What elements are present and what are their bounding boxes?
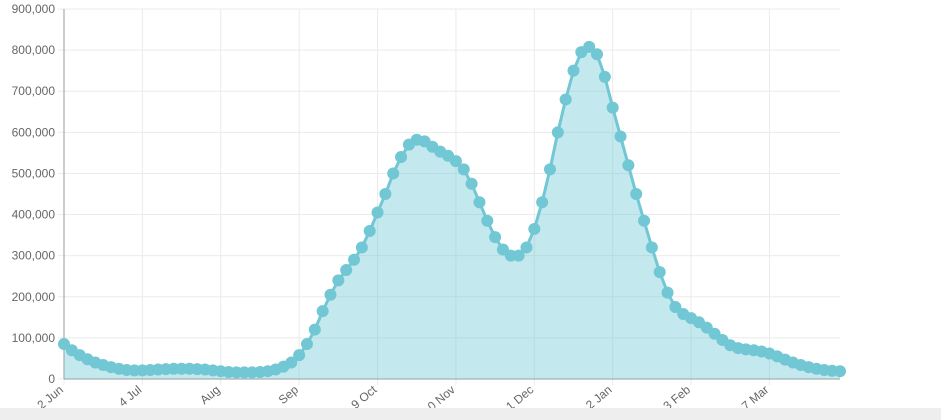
point	[308, 323, 321, 336]
point	[638, 214, 651, 227]
point	[598, 70, 611, 83]
point	[379, 188, 392, 200]
point	[614, 130, 627, 143]
x-tick-label: 2 Jan	[583, 383, 614, 413]
x-tick-label: 9 Oct	[348, 382, 379, 412]
y-tick-label: 100,000	[12, 331, 56, 345]
y-tick-label: 700,000	[12, 84, 56, 98]
point	[395, 151, 408, 163]
y-tick-label: 800,000	[12, 43, 56, 57]
point	[489, 231, 502, 244]
point	[583, 40, 596, 53]
point	[645, 241, 658, 254]
point	[355, 241, 368, 254]
y-tick-label: 600,000	[12, 125, 56, 139]
point	[520, 241, 533, 254]
x-tick-label: Aug	[197, 383, 222, 407]
point	[661, 286, 674, 299]
scrollbar	[0, 408, 941, 420]
y-tick-label: 300,000	[12, 249, 56, 263]
y-tick-label: 0	[48, 372, 55, 386]
x-tick-label: 2 Jun	[34, 383, 65, 413]
point	[324, 288, 337, 301]
point	[551, 126, 564, 139]
point	[591, 48, 604, 61]
x-tick-label: Sep	[276, 382, 302, 407]
point	[371, 206, 384, 219]
point	[834, 365, 846, 378]
y-tick-label: 500,000	[12, 166, 56, 180]
point	[512, 249, 525, 262]
point	[387, 167, 400, 180]
point	[622, 159, 635, 172]
point	[340, 264, 353, 277]
point	[473, 196, 486, 209]
point	[293, 349, 306, 362]
x-tick-label: 4 Jul	[116, 383, 144, 410]
point	[449, 155, 462, 168]
y-tick-label: 400,000	[12, 208, 56, 222]
point	[285, 356, 298, 369]
area	[64, 46, 840, 379]
point	[348, 253, 361, 266]
point	[653, 266, 666, 279]
y-tick-label: 900,000	[12, 2, 56, 16]
point	[481, 214, 494, 227]
point	[300, 338, 313, 351]
point	[536, 196, 549, 209]
point	[528, 222, 541, 235]
point	[332, 274, 345, 287]
point	[669, 301, 682, 314]
point	[630, 188, 643, 200]
point	[465, 177, 478, 190]
point	[606, 101, 619, 114]
point	[567, 64, 580, 77]
y-tick-label: 200,000	[12, 290, 56, 304]
point	[457, 163, 470, 176]
point	[559, 93, 572, 106]
point	[543, 163, 556, 176]
point	[316, 305, 329, 318]
point	[363, 225, 376, 237]
